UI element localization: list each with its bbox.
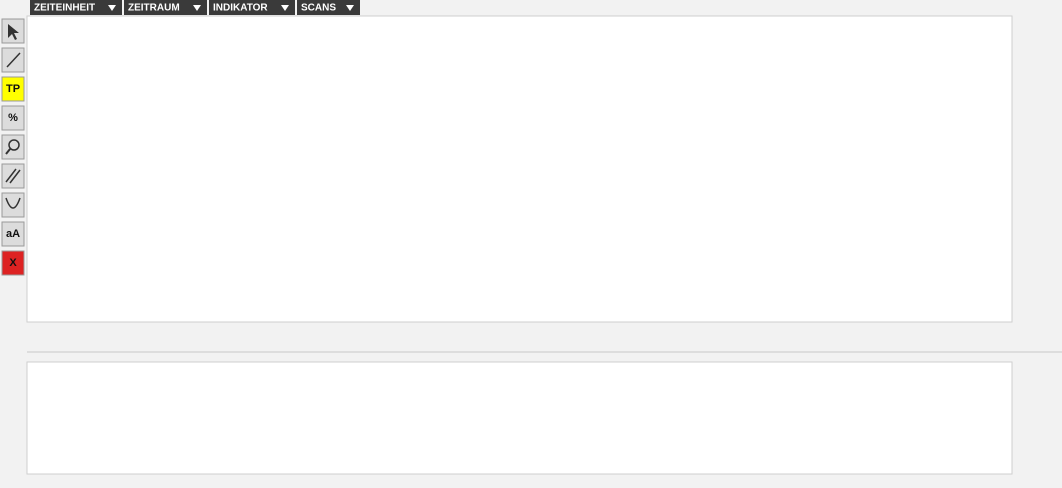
- cursor-icon: [8, 24, 19, 40]
- tool-label[interactable]: %: [8, 112, 18, 124]
- menu-label[interactable]: INDIKATOR: [213, 3, 268, 14]
- price-panel: [26, 15, 1013, 323]
- tool-button[interactable]: [1, 192, 25, 218]
- menu-label[interactable]: SCANS: [301, 3, 336, 14]
- line-icon: [6, 52, 21, 68]
- tool-label[interactable]: TP: [6, 83, 20, 95]
- zoom-icon: [8, 139, 20, 151]
- oscillator-panel: [26, 361, 1013, 475]
- menu-label[interactable]: ZEITEINHEIT: [34, 3, 95, 14]
- tool-bar: TP % aA X: [1, 18, 25, 276]
- tool-button[interactable]: [1, 134, 25, 160]
- dropdown-arrow: [281, 5, 289, 11]
- dropdown-arrow: [346, 5, 354, 11]
- channel-icon: [5, 168, 17, 183]
- tool-button[interactable]: [1, 105, 25, 131]
- tool-label[interactable]: X: [9, 257, 17, 269]
- tool-label[interactable]: aA: [6, 228, 20, 240]
- menu-label[interactable]: ZEITRAUM: [128, 3, 180, 14]
- curve-icon: [5, 197, 21, 209]
- dropdown-arrow: [193, 5, 201, 11]
- menu-bar: ZEITEINHEIT ZEITRAUM INDIKATOR SCANS: [30, 0, 360, 15]
- menu-button[interactable]: [30, 0, 122, 15]
- tool-button[interactable]: [1, 163, 25, 189]
- tool-button[interactable]: [1, 221, 25, 247]
- zoom-icon-handle: [5, 148, 11, 155]
- menu-button[interactable]: [297, 0, 360, 15]
- menu-button[interactable]: [209, 0, 295, 15]
- tool-button[interactable]: [1, 76, 25, 102]
- channel-icon: [9, 169, 21, 184]
- dropdown-arrow: [108, 5, 116, 11]
- menu-button[interactable]: [124, 0, 207, 15]
- tool-button[interactable]: [1, 250, 25, 276]
